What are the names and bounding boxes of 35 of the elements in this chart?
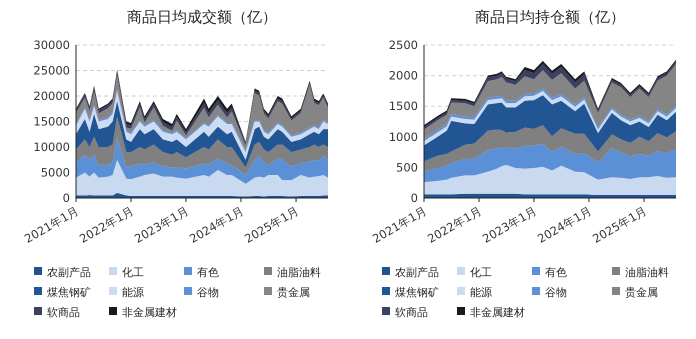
legend-label: 有色 — [545, 266, 567, 279]
y-tick-label: 2500 — [388, 38, 418, 52]
legend-label: 非金属建材 — [122, 306, 177, 319]
legend-label: 煤焦钢矿 — [395, 286, 439, 299]
legend-label: 能源 — [470, 286, 492, 299]
y-tick-label: 10000 — [33, 140, 70, 154]
legend-label: 非金属建材 — [470, 306, 525, 319]
legend-label: 化工 — [470, 266, 492, 279]
legend-label: 软商品 — [395, 306, 428, 319]
legend-label: 农副产品 — [395, 266, 439, 279]
y-tick-label: 1000 — [388, 130, 418, 144]
y-tick-label: 500 — [396, 160, 418, 174]
legend-label: 软商品 — [47, 306, 80, 319]
legend-label: 有色 — [197, 266, 219, 279]
y-tick-label: 0 — [410, 191, 418, 206]
y-tick-label: 0 — [62, 191, 70, 206]
chart-title: 商品日均成交额（亿） — [127, 8, 277, 26]
legend-label: 贵金属 — [625, 286, 658, 299]
y-tick-label: 2000 — [388, 68, 418, 83]
y-tick-label: 5000 — [40, 166, 70, 180]
chart-title: 商品日均持仓额（亿） — [475, 8, 625, 26]
legend-label: 能源 — [122, 286, 144, 299]
legend-label: 贵金属 — [277, 286, 310, 299]
legend-label: 化工 — [122, 266, 144, 279]
legend-label: 谷物 — [197, 286, 219, 299]
legend-label: 煤焦钢矿 — [47, 286, 91, 299]
legend-label: 谷物 — [545, 286, 567, 299]
y-tick-label: 30000 — [33, 38, 70, 52]
legend-label: 农副产品 — [47, 266, 91, 279]
y-tick-label: 25000 — [33, 64, 70, 78]
legend-label: 油脂油料 — [625, 266, 669, 279]
legend-label: 油脂油料 — [277, 266, 321, 279]
y-tick-label: 15000 — [33, 114, 70, 129]
y-tick-label: 1500 — [388, 99, 418, 114]
y-tick-label: 20000 — [33, 89, 70, 104]
